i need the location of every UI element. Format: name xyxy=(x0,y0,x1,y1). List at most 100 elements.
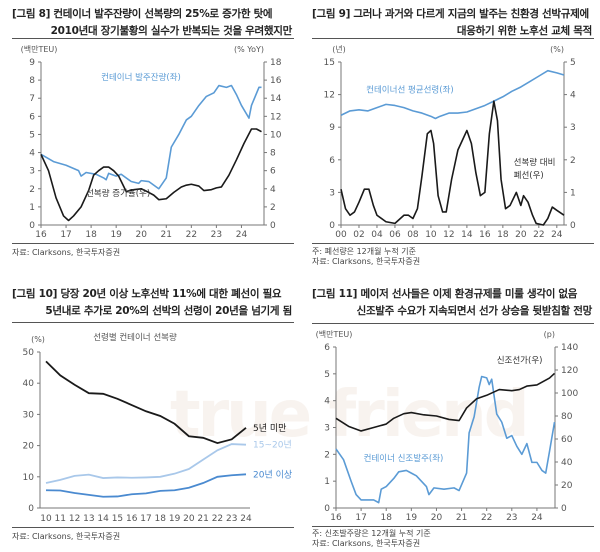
title-divider xyxy=(312,38,594,39)
y-tick-label-left: 10 xyxy=(23,473,35,483)
x-tick-label: 16 xyxy=(126,514,138,524)
y-tick-label-left: 7 xyxy=(29,94,35,104)
bottom-divider xyxy=(12,527,294,528)
y-tick-label-left: 3 xyxy=(324,424,330,434)
y-tick-label-right: 2 xyxy=(270,203,276,213)
x-tick-label: 17 xyxy=(140,514,151,524)
y-axis-right-unit: (%) xyxy=(550,45,564,54)
x-tick-label: 21 xyxy=(197,514,208,524)
figure-title-line1: [그림 11] 메이저 선사들은 이제 환경규제를 미룰 생각이 없음 xyxy=(312,288,578,300)
x-tick-label: 22 xyxy=(481,513,492,523)
x-tick-label: 04 xyxy=(371,230,383,240)
x-tick-label: 24 xyxy=(240,514,252,524)
x-tick-label: 21 xyxy=(161,230,172,240)
y-tick-label-right: 18 xyxy=(270,58,282,68)
source-note: 주: 폐선량은 12개월 누적 기준 xyxy=(312,247,417,256)
figure-title-line1: [그림 9] 그러나 과거와 다르게 지금의 발주는 친환경 선박규제에 xyxy=(312,8,589,20)
y-tick-label-right: 40 xyxy=(561,458,573,468)
series-line-2 xyxy=(45,473,247,498)
x-tick-label: 24 xyxy=(236,230,248,240)
y-tick-label-right: 0 xyxy=(561,504,567,514)
y-tick-label-right: 4 xyxy=(570,91,576,101)
y-tick-label-right: 3 xyxy=(570,123,576,133)
source-note: 주: 신조발주량은 12개월 누적 기준 xyxy=(312,529,431,538)
x-tick-label: 20 xyxy=(431,513,443,523)
x-tick-label: 17 xyxy=(60,230,71,240)
x-tick-label: 06 xyxy=(389,230,401,240)
series-label: 신조선가(우) xyxy=(497,356,543,366)
title-divider xyxy=(12,322,294,323)
x-tick-label: 24 xyxy=(551,230,563,240)
series-label: 5년 미만 xyxy=(253,423,286,434)
y-tick-label-left: 0 xyxy=(324,504,330,514)
y-tick-label-left: 2 xyxy=(29,185,35,195)
y-tick-label-left: 6 xyxy=(324,343,330,353)
y-tick-label-left: 50 xyxy=(23,348,35,358)
series-line-1 xyxy=(340,100,565,226)
y-tick-label-left: 5 xyxy=(324,370,330,380)
x-tick-label: 19 xyxy=(406,513,418,523)
y-tick-label-right: 80 xyxy=(561,412,573,422)
series-label: 선복량 대비 xyxy=(514,157,556,168)
series-label: 컨테이너 신조발주(좌) xyxy=(364,453,444,464)
y-axis-right-unit: (p) xyxy=(544,330,555,339)
x-tick-label: 18 xyxy=(497,230,509,240)
series-line-0 xyxy=(40,84,262,190)
figure-8: [그림 8] 컨테이너 발주잔량이 선복량의 25%로 증가한 탓에 2010년대… xyxy=(0,0,300,270)
y-tick-label-right: 120 xyxy=(561,366,578,376)
y-tick-label-right: 1 xyxy=(570,188,576,198)
y-tick-label-left: 9 xyxy=(29,58,35,68)
y-tick-label-left: 1 xyxy=(324,477,330,487)
x-tick-label: 10 xyxy=(425,230,437,240)
series-line-0 xyxy=(45,360,247,445)
y-tick-label-right: 60 xyxy=(561,435,573,445)
y-tick-label-left: 1 xyxy=(29,203,35,213)
x-tick-label: 22 xyxy=(533,230,544,240)
y-tick-label-left: 0 xyxy=(29,221,35,231)
figure-11: [그림 11] 메이저 선사들은 이제 환경규제를 미룰 생각이 없음 신조발주 … xyxy=(300,280,600,550)
y-tick-label-left: 12 xyxy=(324,91,335,101)
figure-title-line2: 대응하기 위한 노후선 교체 목적 xyxy=(456,25,592,37)
y-tick-label-left: 4 xyxy=(324,397,330,407)
x-tick-label: 14 xyxy=(461,230,473,240)
series-label: 컨테이너선 평균선령(좌) xyxy=(366,84,454,95)
x-tick-label: 18 xyxy=(381,513,393,523)
y-tick-label-right: 6 xyxy=(270,167,276,177)
x-tick-label: 14 xyxy=(97,514,109,524)
y-tick-label-right: 100 xyxy=(561,389,578,399)
x-tick-label: 19 xyxy=(110,230,122,240)
y-tick-label-right: 0 xyxy=(570,221,576,231)
x-tick-label: 08 xyxy=(407,230,419,240)
y-tick-label-left: 15 xyxy=(324,58,335,68)
y-tick-label-left: 3 xyxy=(29,167,35,177)
series-line-1 xyxy=(45,443,247,484)
x-tick-label: 11 xyxy=(55,514,66,524)
x-tick-label: 16 xyxy=(35,230,47,240)
y-tick-label-right: 12 xyxy=(270,112,281,122)
source-note: 자료: Clarksons, 한국투자증권 xyxy=(312,539,421,548)
y-tick-label-right: 8 xyxy=(270,149,276,159)
chart-subtitle: 선령별 컨테이너 선복량 xyxy=(93,332,177,343)
y-axis-left-unit: (%) xyxy=(31,335,45,344)
series-label: 폐선(우) xyxy=(514,170,544,181)
y-tick-label-right: 4 xyxy=(270,185,276,195)
x-tick-label: 23 xyxy=(226,514,237,524)
x-tick-label: 23 xyxy=(506,513,517,523)
x-tick-label: 20 xyxy=(135,230,147,240)
series-line-1 xyxy=(40,128,262,222)
series-label: 15~20년 xyxy=(253,440,292,451)
y-axis-left-unit: (백만TEU) xyxy=(21,44,58,54)
y-axis-right-unit: (% YoY) xyxy=(234,45,264,54)
title-divider xyxy=(312,323,594,324)
x-tick-label: 00 xyxy=(335,230,347,240)
series-line-1 xyxy=(335,372,556,432)
bottom-divider xyxy=(12,243,294,244)
x-tick-label: 13 xyxy=(83,514,94,524)
x-tick-label: 23 xyxy=(211,230,222,240)
y-tick-label-left: 0 xyxy=(329,221,335,231)
x-tick-label: 22 xyxy=(212,514,223,524)
bottom-divider xyxy=(312,526,594,527)
x-tick-label: 19 xyxy=(169,514,181,524)
